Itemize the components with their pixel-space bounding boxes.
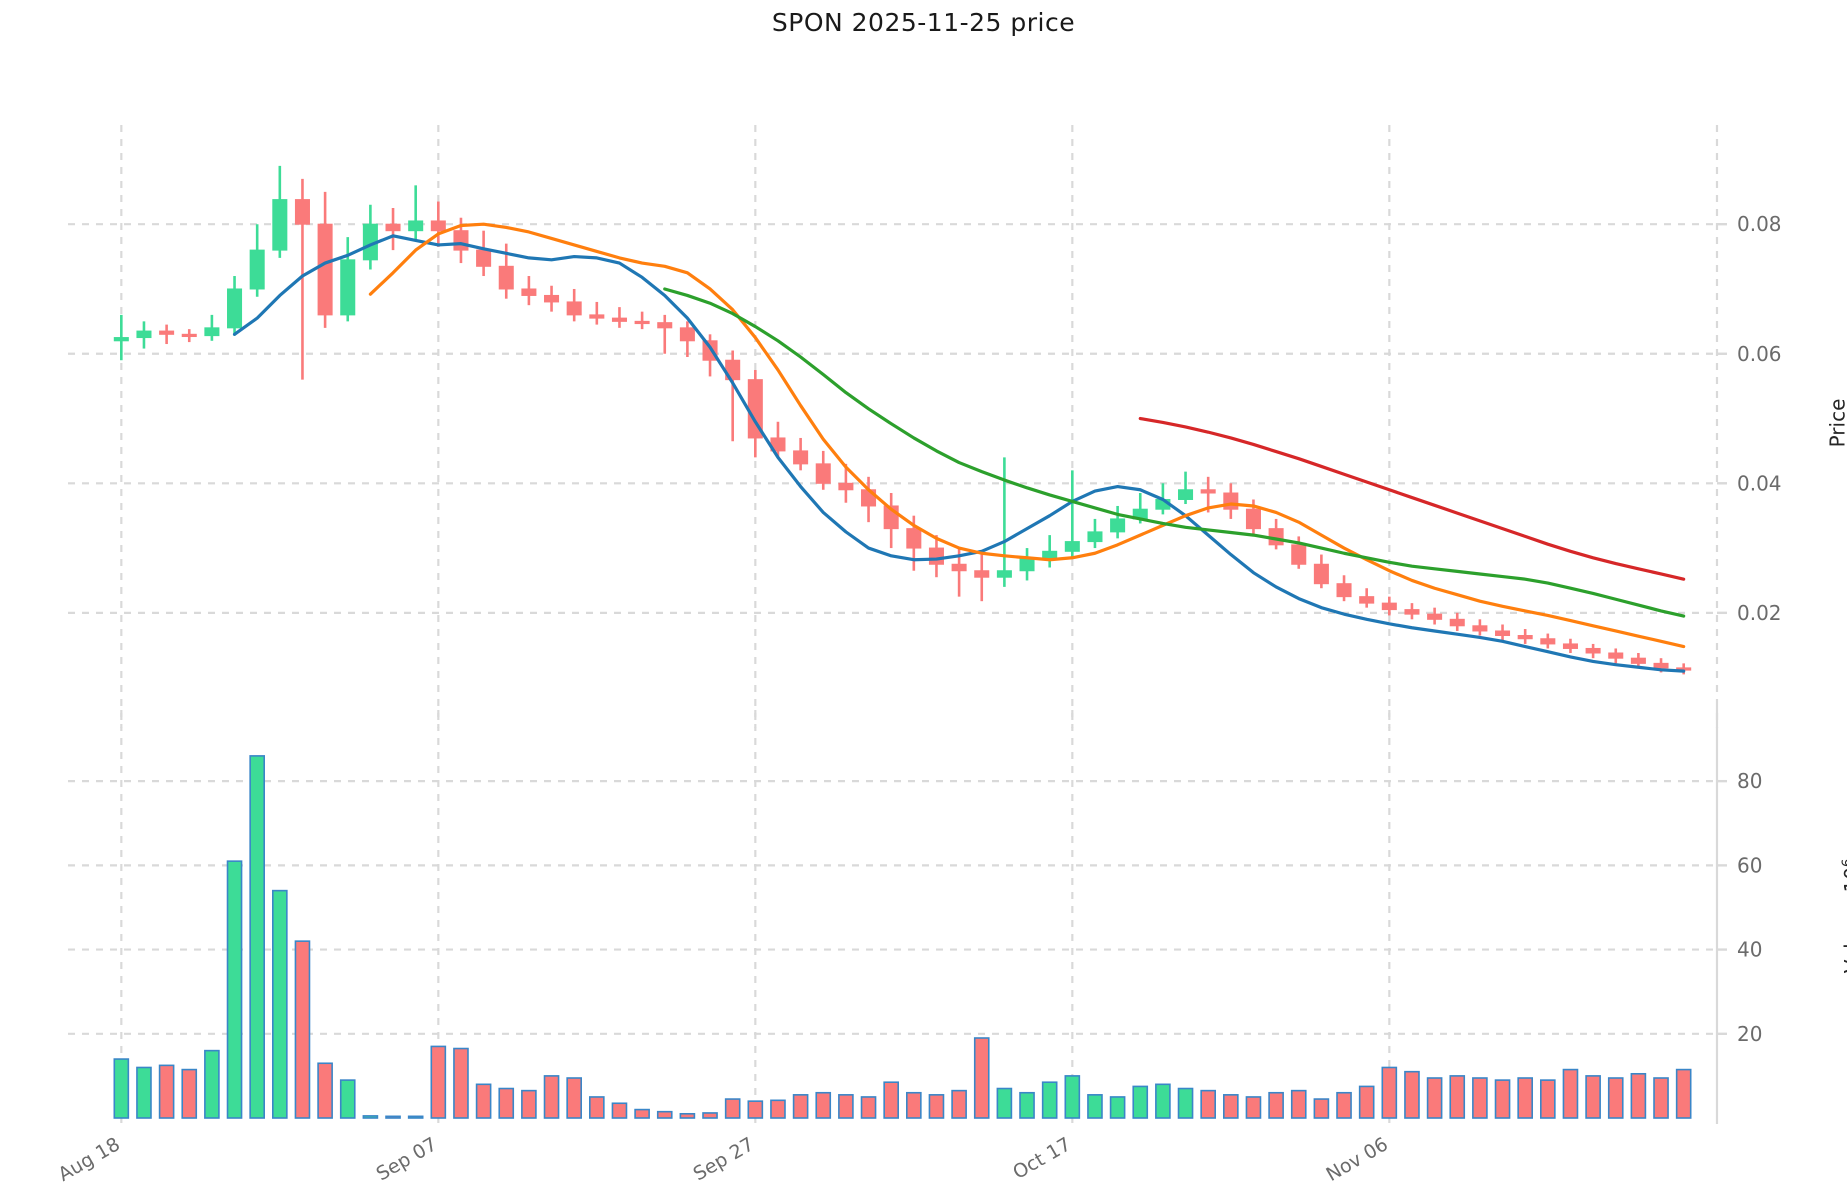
page-title: SPON 2025-11-25 price <box>771 8 1076 37</box>
price-axis-label: Price <box>1825 398 1847 448</box>
volume-axis-exponent: 6 <box>1841 859 1847 867</box>
x-tick-label: Nov 06 <box>1323 1133 1392 1186</box>
price-tick-label: 0.08 <box>1737 212 1782 236</box>
volume-tick-label: 80 <box>1737 769 1762 793</box>
x-tick-label: Oct 17 <box>1009 1133 1075 1184</box>
price-tick-label: 0.06 <box>1737 342 1782 366</box>
axis-ticks: 0.08 0.06 0.04 0.02 80 60 40 20 <box>1717 212 1782 1046</box>
price-tick-label: 0.04 <box>1737 471 1782 495</box>
candlesticks <box>113 165 1692 675</box>
volume-axis-label-text: Volume 10 <box>1840 867 1847 974</box>
x-tick-label: Sep 07 <box>373 1133 441 1185</box>
volume-tick-label: 60 <box>1737 853 1762 877</box>
price-tick-label: 0.02 <box>1737 601 1782 625</box>
volume-axis-label: Volume 106 <box>1840 859 1847 973</box>
x-tick-label: Aug 18 <box>55 1133 124 1186</box>
volume-tick-label: 20 <box>1737 1022 1762 1046</box>
volume-tick-label: 40 <box>1737 938 1762 962</box>
gridlines <box>68 125 1719 1126</box>
moving-average-lines <box>232 222 1686 673</box>
volume-bars <box>113 755 1692 1119</box>
x-tick-label: Sep 27 <box>690 1133 758 1185</box>
x-axis-labels: Aug 18 Sep 07 Sep 27 Oct 17 Nov 06 <box>55 1133 1392 1186</box>
